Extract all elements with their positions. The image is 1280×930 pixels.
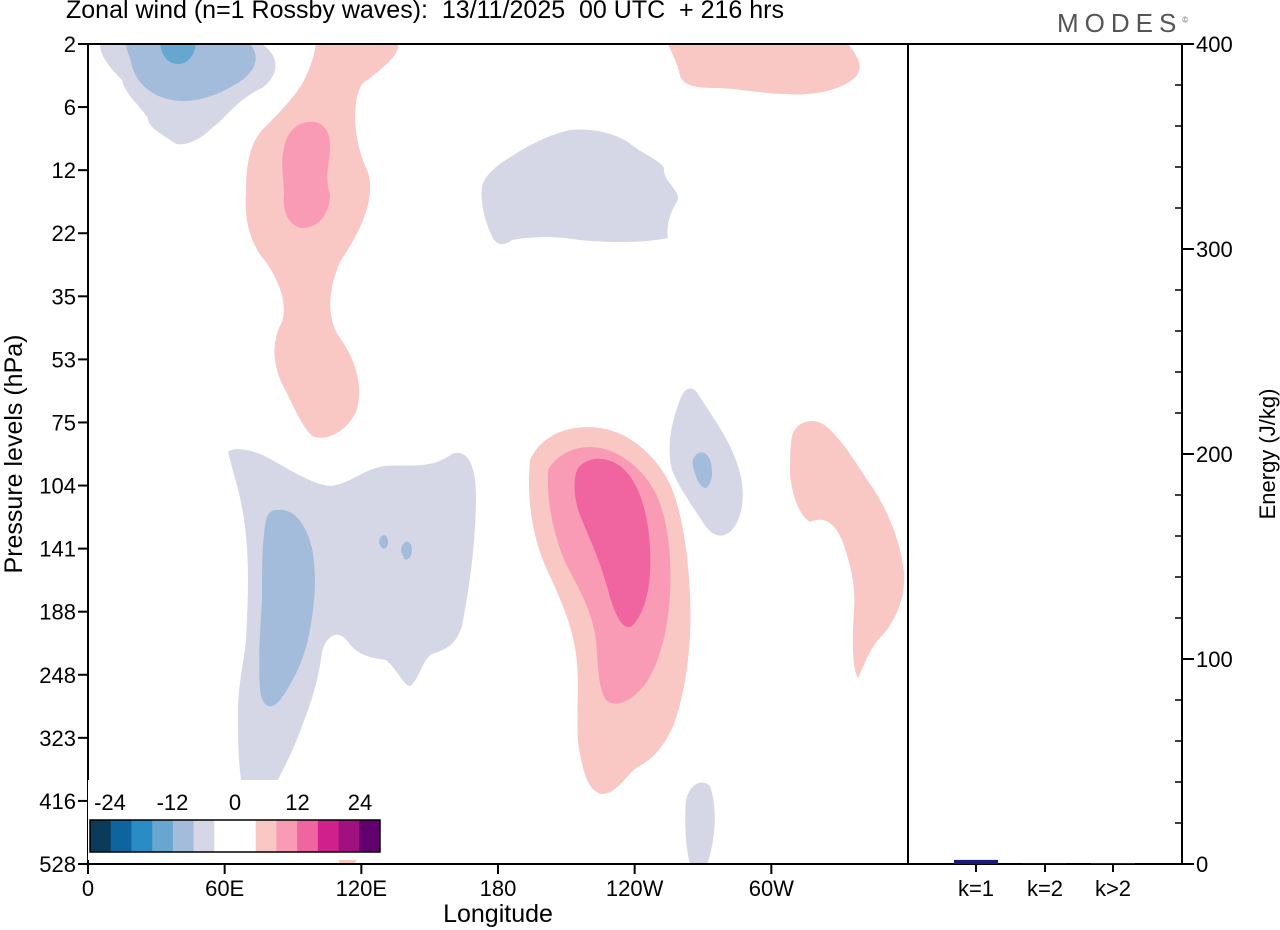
colorbar-cell bbox=[359, 820, 381, 852]
colorbar-labels: -24 -12 0 12 24 bbox=[94, 790, 372, 815]
y-axis-label: Pressure levels (hPa) bbox=[0, 335, 28, 574]
colorbar-cell bbox=[214, 820, 236, 852]
contour-pos-level3-core bbox=[574, 458, 651, 628]
colorbar-cell bbox=[255, 820, 277, 852]
colorbar-label: -24 bbox=[94, 790, 126, 815]
contour-neg-level1-bottom bbox=[685, 782, 715, 864]
y-tick-label: 75 bbox=[52, 410, 76, 435]
energy-tick-label: 200 bbox=[1196, 442, 1233, 467]
colorbar-label: -12 bbox=[157, 790, 189, 815]
contour-neg-speck-1 bbox=[379, 535, 388, 549]
colorbar-cell bbox=[131, 820, 153, 852]
colorbar-cells bbox=[90, 820, 381, 852]
contour-neg-level2-lowerleft bbox=[259, 509, 315, 707]
contour-pos-level1-topright bbox=[668, 44, 860, 95]
x-tick-label: 120W bbox=[606, 876, 664, 901]
energy-x-tick-label: k=1 bbox=[958, 876, 994, 901]
energy-tick-label: 400 bbox=[1196, 32, 1233, 57]
colorbar-cell bbox=[235, 820, 257, 852]
y-tick-label: 416 bbox=[39, 789, 76, 814]
contour-neg-speck-2 bbox=[401, 541, 412, 560]
colorbar-cell bbox=[338, 820, 360, 852]
colorbar-cell bbox=[297, 820, 319, 852]
contour-neg-level2-rightmid bbox=[692, 452, 713, 488]
colorbar-legend: -24 -12 0 12 24 bbox=[88, 780, 384, 860]
contour-field bbox=[100, 44, 905, 864]
contour-pos-level1-plume bbox=[245, 44, 399, 438]
colorbar-cell bbox=[317, 820, 340, 852]
y-tick-label: 2 bbox=[64, 32, 76, 57]
contour-neg-level1-uppermid bbox=[481, 129, 679, 245]
contour-neg-level3-topleft bbox=[160, 44, 196, 64]
energy-bar bbox=[954, 859, 998, 864]
colorbar-cell bbox=[172, 820, 195, 852]
colorbar-label: 12 bbox=[285, 790, 309, 815]
colorbar-cell bbox=[152, 820, 174, 852]
y-tick-label: 35 bbox=[52, 284, 76, 309]
contour-pos-level1-right bbox=[790, 421, 905, 678]
x-tick-label: 60E bbox=[205, 876, 244, 901]
y-tick-label: 323 bbox=[39, 726, 76, 751]
y-tick-label: 53 bbox=[52, 347, 76, 372]
energy-x-tick-label: k>2 bbox=[1095, 876, 1131, 901]
y-tick-label: 141 bbox=[39, 537, 76, 562]
y-tick-label: 528 bbox=[39, 852, 76, 877]
y-tick-label: 248 bbox=[39, 663, 76, 688]
energy-plot-frame bbox=[907, 43, 1183, 865]
x-tick-label: 120E bbox=[336, 876, 387, 901]
brand-text: MODES bbox=[1057, 8, 1183, 38]
y-tick-label: 104 bbox=[39, 474, 76, 499]
colorbar-cell bbox=[193, 820, 215, 852]
colorbar-cell bbox=[90, 820, 112, 852]
energy-bar bbox=[1091, 862, 1135, 864]
energy-bar bbox=[1023, 863, 1067, 864]
y-tick-label: 12 bbox=[52, 158, 76, 183]
energy-tick-label: 300 bbox=[1196, 237, 1233, 262]
x-tick-label: 0 bbox=[82, 876, 94, 901]
energy-axis-label: Energy (J/kg) bbox=[1255, 389, 1280, 520]
colorbar-cell bbox=[110, 820, 132, 852]
energy-tick-label: 100 bbox=[1196, 647, 1233, 672]
x-tick-label: 180 bbox=[480, 876, 517, 901]
energy-x-tick-label: k=2 bbox=[1027, 876, 1063, 901]
colorbar-cell bbox=[276, 820, 298, 852]
colorbar-border bbox=[89, 819, 381, 853]
y-tick-label: 22 bbox=[52, 221, 76, 246]
x-tick-label: 60W bbox=[749, 876, 794, 901]
colorbar-label: 24 bbox=[348, 790, 372, 815]
contour-neg-level2-topleft bbox=[126, 44, 256, 102]
chart-title: Zonal wind (n=1 Rossby waves): 13/11/202… bbox=[66, 0, 784, 24]
y-tick-label: 6 bbox=[64, 95, 76, 120]
contour-pos-level2-plume bbox=[282, 121, 330, 228]
energy-bars bbox=[954, 859, 1135, 864]
brand-logo: MODES© bbox=[1057, 8, 1188, 39]
colorbar-label: 0 bbox=[229, 790, 241, 815]
energy-tick-label: 0 bbox=[1196, 852, 1208, 877]
y-tick-label: 188 bbox=[39, 600, 76, 625]
axes-text: 0 60E 120E 180 120W 60W 2 6 12 22 35 53 75 104 141 188 2… bbox=[39, 32, 1232, 901]
copyright-mark: © bbox=[1182, 15, 1189, 25]
x-axis-label: Longitude bbox=[443, 900, 553, 928]
